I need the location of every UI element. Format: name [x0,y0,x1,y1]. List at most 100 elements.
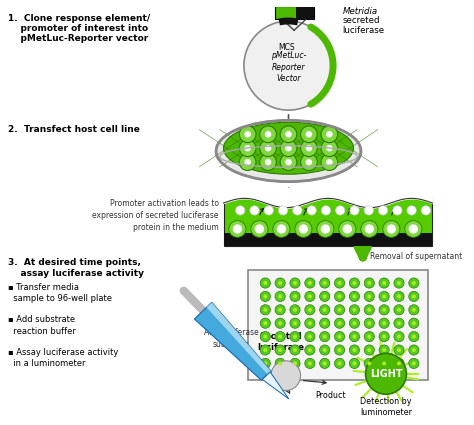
Circle shape [337,334,342,339]
Circle shape [255,224,264,234]
Circle shape [335,358,345,368]
Polygon shape [262,372,289,399]
Circle shape [260,126,276,143]
Circle shape [319,345,330,355]
Circle shape [397,308,401,312]
Circle shape [260,345,270,355]
Text: Product: Product [315,391,346,399]
Circle shape [301,140,317,156]
Circle shape [349,278,359,288]
Circle shape [335,345,345,355]
Circle shape [335,305,345,315]
Ellipse shape [383,221,400,237]
Circle shape [379,305,389,315]
Circle shape [305,305,315,315]
Text: Promoter activation leads to
expression of secreted luciferase
protein in the me: Promoter activation leads to expression … [92,199,219,232]
Circle shape [278,334,282,339]
Bar [296,6,314,19]
Circle shape [364,358,374,368]
Circle shape [305,345,315,355]
Circle shape [275,305,285,315]
Circle shape [245,159,251,165]
Circle shape [412,321,416,325]
Circle shape [306,131,312,138]
Circle shape [290,291,300,301]
Circle shape [277,224,286,234]
Circle shape [323,281,327,285]
Circle shape [394,332,404,342]
Circle shape [379,318,389,328]
Circle shape [337,295,342,298]
Circle shape [397,295,401,298]
Circle shape [409,332,419,342]
Circle shape [379,358,389,368]
Circle shape [260,318,270,328]
Circle shape [308,281,312,285]
Circle shape [397,321,401,325]
Circle shape [260,291,270,301]
Circle shape [397,334,401,339]
Circle shape [233,224,242,234]
Circle shape [421,206,430,215]
Circle shape [264,206,273,215]
Circle shape [290,345,300,355]
Polygon shape [194,302,271,380]
Circle shape [382,281,386,285]
Circle shape [278,348,282,352]
Circle shape [245,131,251,138]
Ellipse shape [224,122,354,174]
Text: secreted: secreted [342,17,380,26]
Circle shape [352,334,356,339]
FancyBboxPatch shape [247,270,428,380]
Circle shape [293,308,297,312]
Text: pMetLuc-
Reporter
Vector: pMetLuc- Reporter Vector [271,51,306,83]
Text: pMetLuc-Reporter vector: pMetLuc-Reporter vector [8,34,148,43]
Circle shape [397,348,401,352]
Circle shape [365,224,374,234]
Circle shape [263,281,267,285]
Circle shape [352,295,356,298]
Circle shape [260,154,276,170]
Circle shape [323,308,327,312]
Circle shape [290,278,300,288]
Circle shape [409,305,419,315]
Circle shape [293,361,297,366]
Circle shape [326,145,333,151]
Circle shape [412,348,416,352]
Circle shape [349,358,359,368]
Circle shape [245,145,251,151]
Circle shape [285,145,292,151]
Circle shape [250,206,259,215]
Bar [224,197,432,246]
Circle shape [412,334,416,339]
Circle shape [387,224,396,234]
Circle shape [308,321,312,325]
Text: ▪ Add substrate
  reaction buffer: ▪ Add substrate reaction buffer [8,315,76,336]
Circle shape [275,278,285,288]
Circle shape [336,206,345,215]
Circle shape [263,334,267,339]
Circle shape [367,321,371,325]
Ellipse shape [405,221,422,237]
Circle shape [394,358,404,368]
Circle shape [378,206,388,215]
Circle shape [263,361,267,366]
Text: Metridia: Metridia [342,7,377,16]
Ellipse shape [216,135,361,175]
Circle shape [323,361,327,366]
Circle shape [367,281,371,285]
Circle shape [278,361,282,366]
Text: Secreted
luciferase: Secreted luciferase [257,332,305,351]
Circle shape [290,332,300,342]
Circle shape [364,291,374,301]
Circle shape [307,206,316,215]
Circle shape [379,291,389,301]
Polygon shape [207,302,271,374]
Circle shape [263,321,267,325]
Circle shape [301,154,317,170]
Circle shape [382,334,386,339]
Circle shape [382,308,386,312]
Circle shape [265,159,271,165]
Circle shape [275,291,285,301]
Circle shape [321,206,330,215]
